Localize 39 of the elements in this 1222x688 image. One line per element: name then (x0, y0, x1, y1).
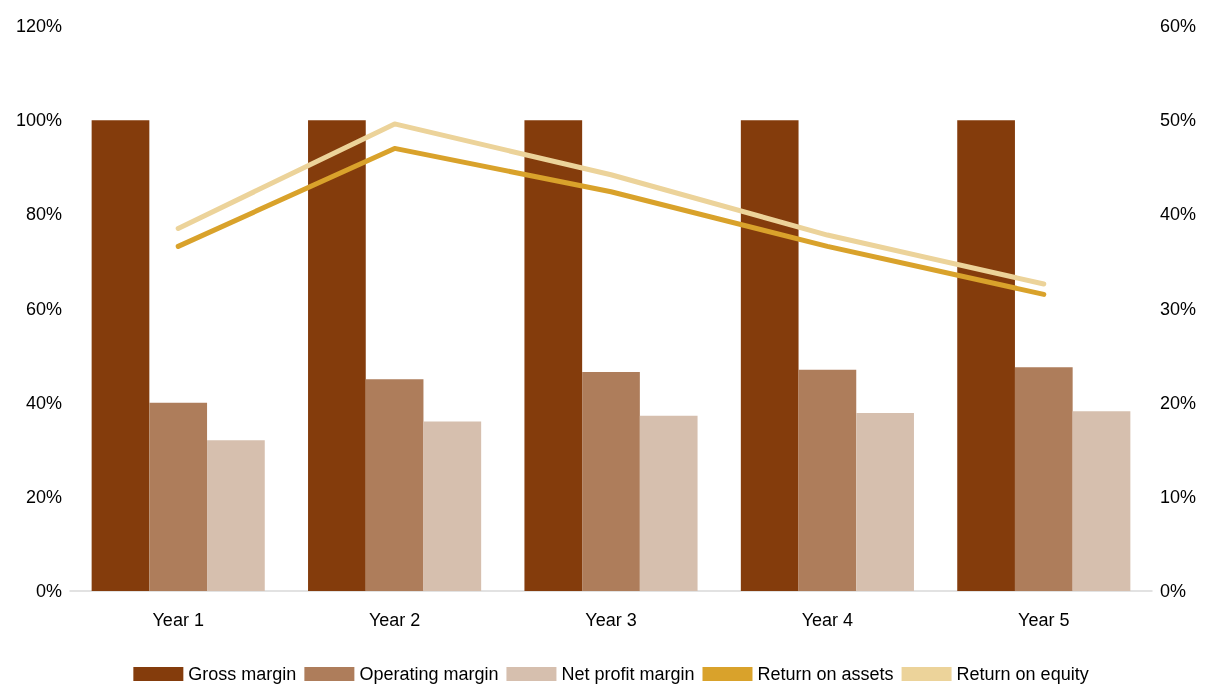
bar (365, 379, 424, 591)
y2-tick-label: 10% (1160, 486, 1197, 507)
legend-label: Return on equity (956, 664, 1089, 684)
bar (1014, 367, 1073, 591)
y-tick-label: 120% (15, 16, 62, 36)
y2-tick-label: 50% (1160, 110, 1197, 131)
y-tick-label: 60% (25, 298, 62, 319)
legend-label: Net profit margin (561, 664, 695, 684)
bar (798, 369, 857, 591)
x-tick-label: Year 4 (801, 610, 854, 630)
x-tick-label: Year 3 (585, 610, 637, 630)
bar (91, 120, 150, 591)
bar (423, 421, 482, 591)
x-tick-label: Year 1 (152, 610, 204, 630)
bar (740, 120, 799, 591)
y-tick-label: 80% (25, 204, 62, 225)
x-tick-label: Year 2 (368, 610, 421, 630)
bar (308, 120, 366, 591)
bar (149, 402, 208, 591)
bar (524, 120, 583, 591)
y2-tick-label: 0% (1160, 581, 1187, 601)
y-tick-label: 20% (25, 486, 62, 507)
bar (856, 413, 914, 591)
bar (639, 415, 698, 591)
y2-tick-label: 60% (1160, 16, 1197, 36)
legend-label: Operating margin (359, 664, 499, 684)
bar (582, 372, 640, 591)
y-tick-label: 0% (35, 581, 62, 601)
y2-tick-label: 40% (1160, 204, 1197, 225)
legend-label: Return on assets (757, 664, 894, 684)
y-tick-label: 40% (25, 392, 62, 413)
legend-label: Gross margin (188, 664, 297, 684)
bar (207, 440, 265, 591)
y2-tick-label: 20% (1160, 392, 1197, 413)
x-tick-label: Year 5 (1018, 610, 1070, 630)
y-tick-label: 100% (15, 110, 62, 131)
bar (1072, 411, 1131, 591)
y2-tick-label: 30% (1160, 298, 1197, 319)
bar (957, 120, 1015, 591)
